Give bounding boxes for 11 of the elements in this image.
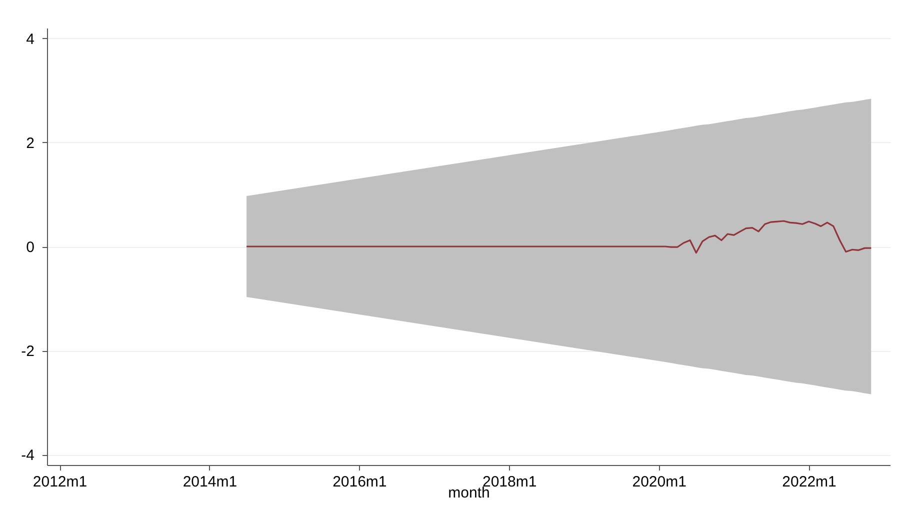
x-tick-label: 2012m1 bbox=[32, 474, 88, 490]
y-tick-label: 4 bbox=[26, 30, 34, 48]
line-series bbox=[246, 220, 872, 254]
y-tick-label: -4 bbox=[21, 447, 34, 464]
y-tick-label: 2 bbox=[26, 134, 34, 152]
x-tick-label: 2020m1 bbox=[632, 474, 686, 490]
x-tick-label: 2016m1 bbox=[332, 474, 387, 490]
y-tick-label: 0 bbox=[26, 239, 34, 256]
x-tick-label: 2014m1 bbox=[182, 474, 238, 490]
x-tick-label: 2022m1 bbox=[782, 474, 836, 490]
y-tick-label: -2 bbox=[21, 343, 34, 360]
